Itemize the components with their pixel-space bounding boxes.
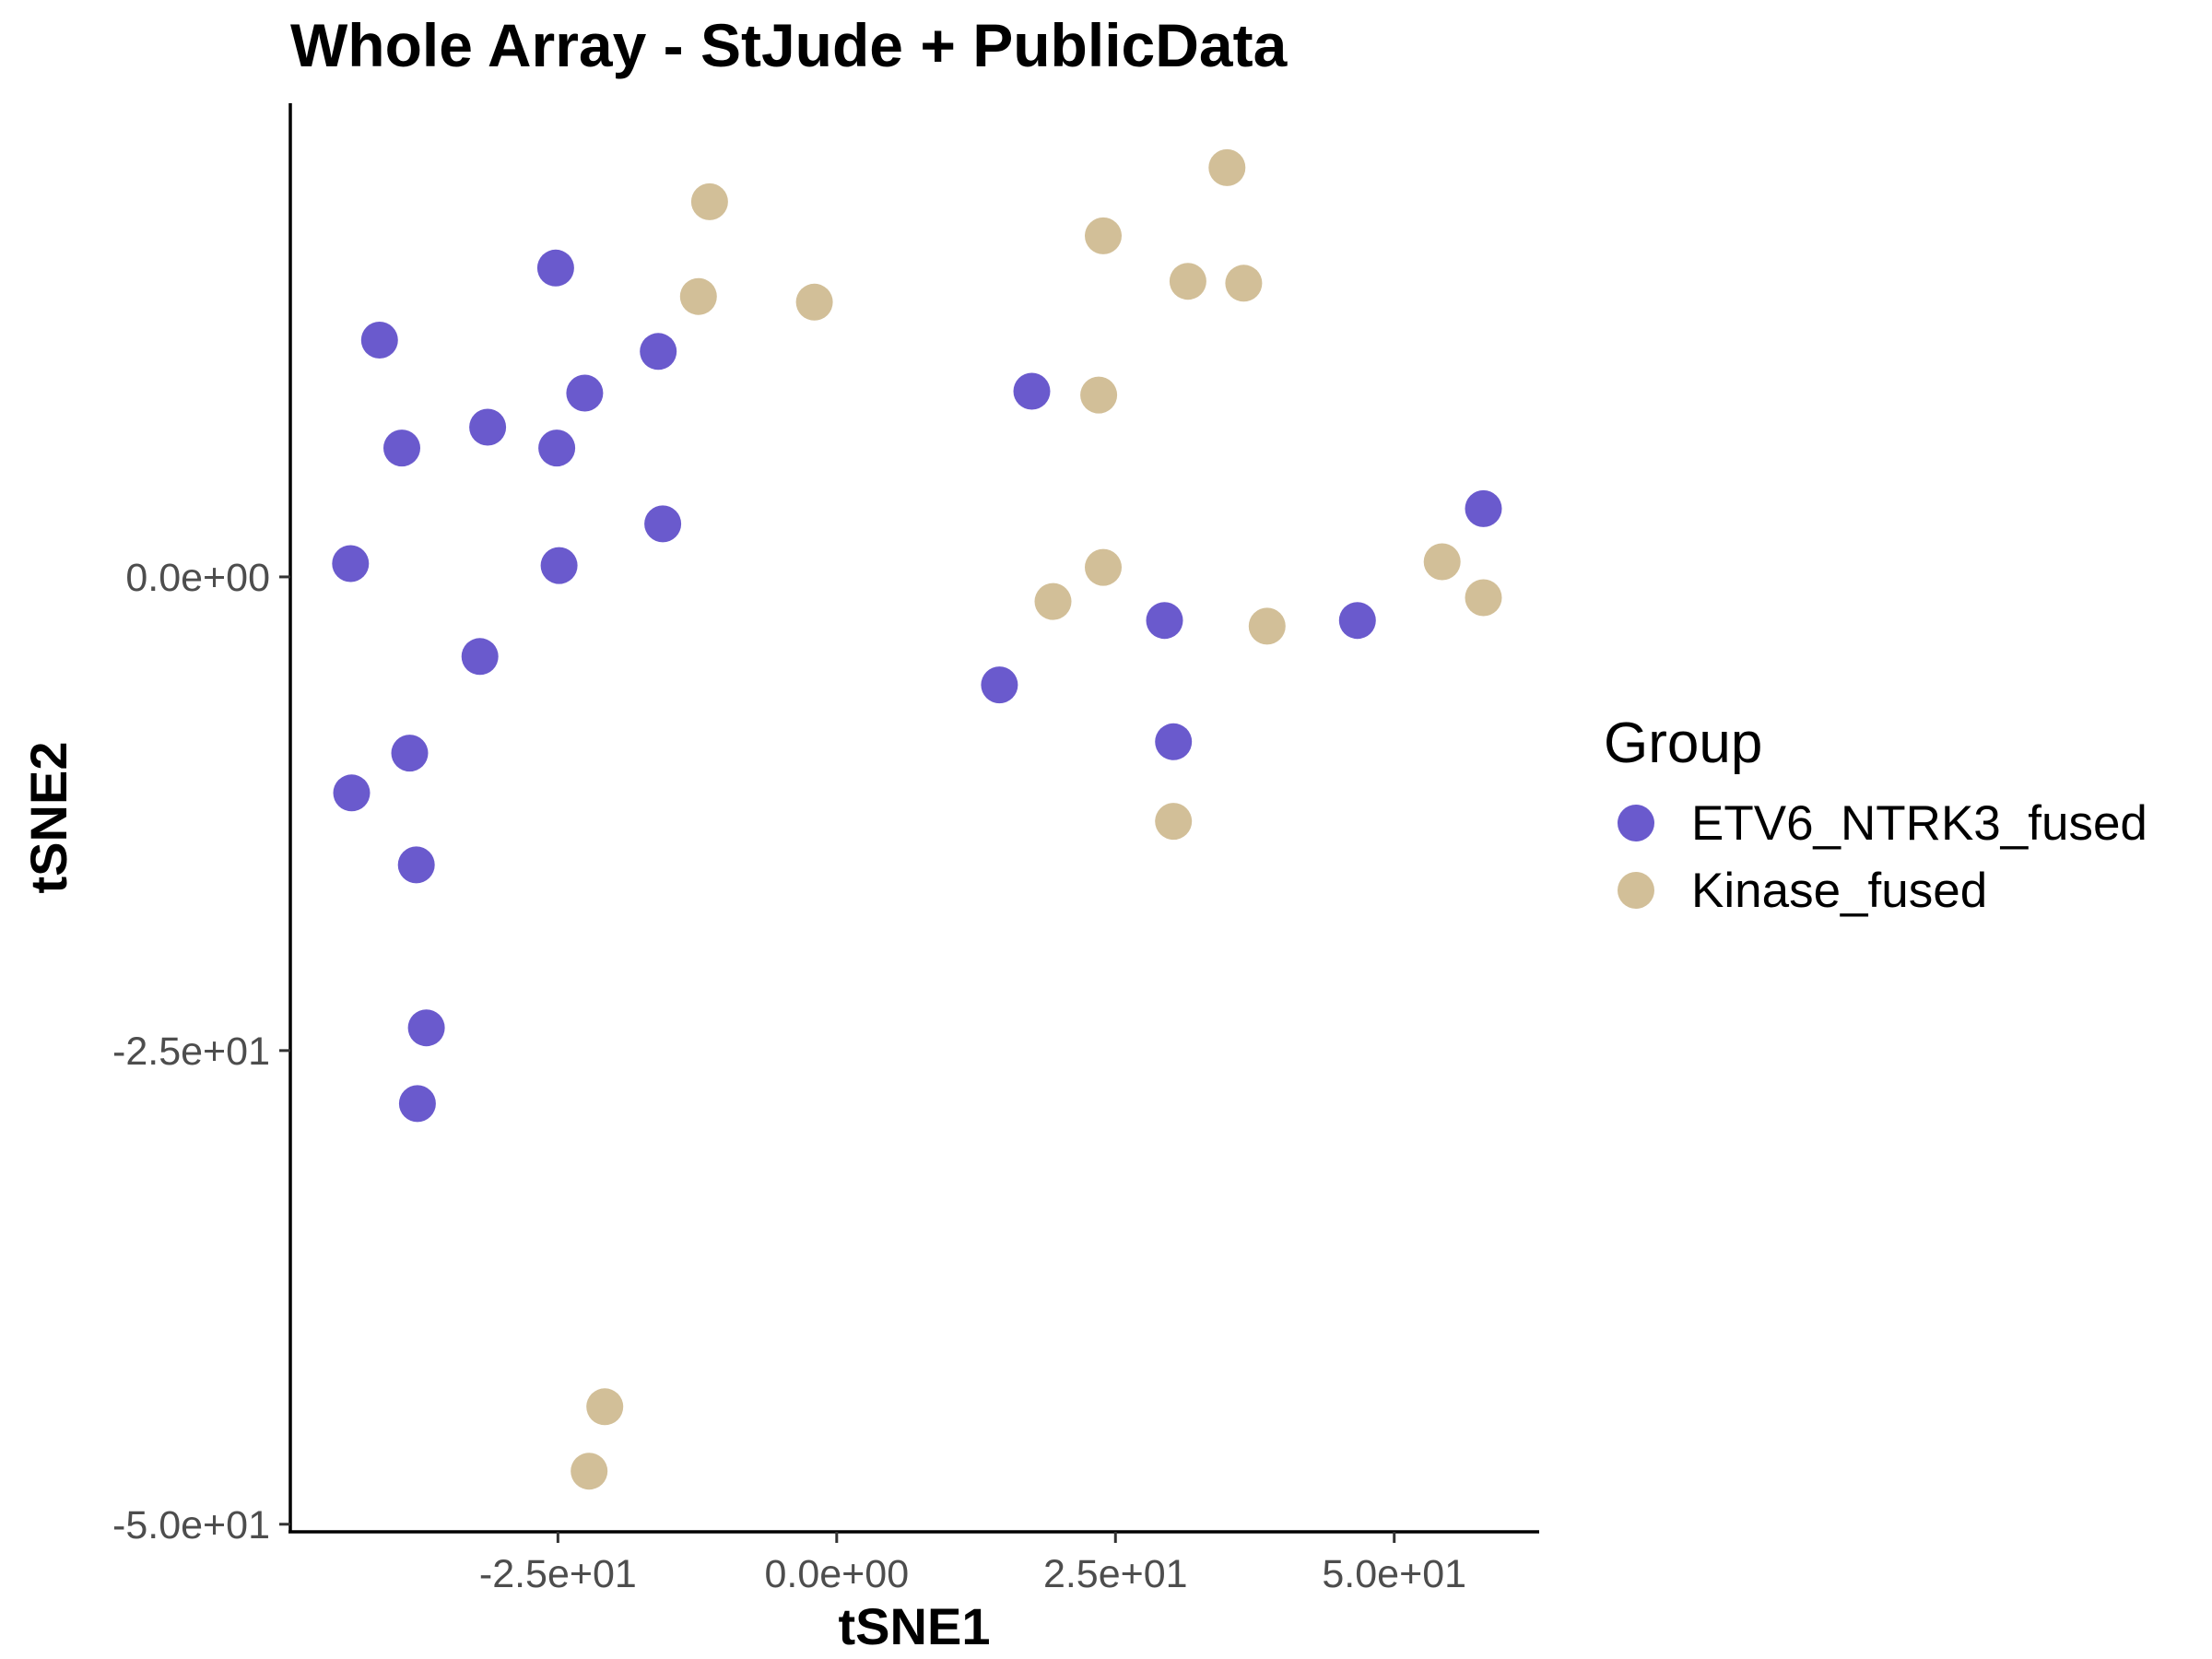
legend-title: Group [1604,712,1762,775]
point-etv6-ntrk3-fused-8 [644,505,682,543]
x-tick-label: 0.0e+00 [764,1552,909,1596]
point-etv6-ntrk3-fused-10 [540,547,578,584]
chart-title: Whole Array - StJude + PublicData [290,11,1288,79]
point-kinase-fused-12 [1423,543,1461,581]
x-tick-label: -2.5e+01 [479,1552,637,1596]
y-tick-label: -2.5e+01 [112,1030,270,1074]
point-kinase-fused-2 [679,277,717,315]
point-etv6-ntrk3-fused-19 [1146,602,1183,640]
x-tick-label: 2.5e+01 [1043,1552,1188,1596]
point-kinase-fused-11 [1248,607,1286,645]
points-layer [332,148,1502,1490]
y-tick-label: 0.0e+00 [125,556,270,600]
point-etv6-ntrk3-fused-12 [391,735,429,772]
point-kinase-fused-3 [795,283,833,321]
point-kinase-fused-5 [1208,148,1246,186]
plot-area: -2.5e+01 0.0e+00 2.5e+01 5.0e+01 0.0e+00-2.… [112,103,1539,1596]
point-kinase-fused-16 [571,1453,608,1490]
legend-item-kinase-fused: Kinase_fused [1618,864,1987,918]
point-etv6-ntrk3-fused-2 [360,322,398,359]
y-axis-ticks: 0.0e+00 -2.5e+01 -5.0e+01 [112,556,290,1547]
point-kinase-fused-8 [1080,376,1118,414]
legend-label-etv6-ntrk3-fused: ETV6_NTRK3_fused [1691,796,2147,851]
point-kinase-fused-6 [1169,263,1206,300]
point-etv6-ntrk3-fused-22 [1465,489,1502,527]
point-etv6-ntrk3-fused-14 [397,846,435,884]
point-etv6-ntrk3-fused-6 [383,429,420,467]
point-etv6-ntrk3-fused-5 [469,408,507,446]
x-axis-title: tSNE1 [839,1597,991,1655]
point-kinase-fused-4 [1085,217,1122,254]
y-axis-title: tSNE2 [19,742,77,894]
point-kinase-fused-7 [1225,265,1263,302]
point-etv6-ntrk3-fused-17 [1013,372,1051,410]
point-etv6-ntrk3-fused-20 [1155,723,1193,760]
point-etv6-ntrk3-fused-18 [981,666,1018,704]
point-etv6-ntrk3-fused-21 [1338,602,1376,640]
point-etv6-ntrk3-fused-16 [398,1085,436,1123]
point-etv6-ntrk3-fused-9 [332,545,370,582]
point-kinase-fused-14 [1155,803,1193,841]
legend: Group ETV6_NTRK3_fused Kinase_fused [1604,712,2147,918]
legend-key-kinase-fused [1618,872,1654,909]
point-etv6-ntrk3-fused-3 [640,333,677,371]
point-etv6-ntrk3-fused-13 [333,774,371,812]
point-etv6-ntrk3-fused-7 [538,429,576,467]
legend-label-kinase-fused: Kinase_fused [1691,864,1987,918]
x-axis-ticks: -2.5e+01 0.0e+00 2.5e+01 5.0e+01 [479,1532,1466,1596]
point-kinase-fused-10 [1034,582,1072,620]
y-tick-label: -5.0e+01 [112,1503,270,1547]
point-kinase-fused-13 [1465,579,1502,617]
x-tick-label: 5.0e+01 [1322,1552,1466,1596]
point-kinase-fused-15 [586,1388,624,1426]
point-etv6-ntrk3-fused-11 [461,638,499,676]
point-etv6-ntrk3-fused-1 [536,249,574,287]
point-etv6-ntrk3-fused-15 [407,1009,445,1047]
point-etv6-ntrk3-fused-4 [566,374,604,412]
legend-item-etv6-ntrk3-fused: ETV6_NTRK3_fused [1618,796,2147,851]
legend-key-etv6-ntrk3-fused [1618,805,1654,841]
point-kinase-fused-9 [1085,548,1122,586]
point-kinase-fused-1 [690,182,728,220]
